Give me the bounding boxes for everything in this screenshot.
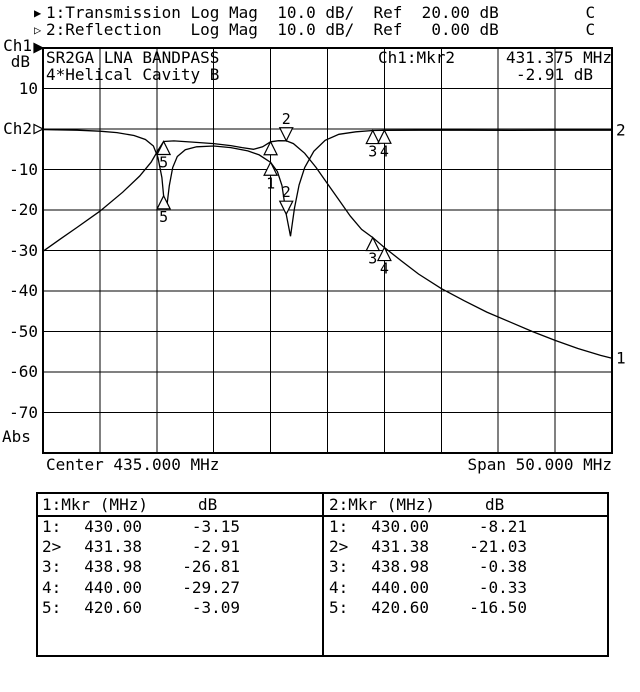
center-frequency-label: Center 435.000 MHz xyxy=(46,455,220,474)
table2-row3-marker-number: 3: xyxy=(329,557,349,577)
span-label: Span 50.000 MHz xyxy=(467,455,613,474)
marker-readout-freq: 431.375 MHz xyxy=(506,48,612,67)
table2-row1-db-value: -8.21 xyxy=(478,517,527,536)
table1-row5-marker-number: 5: xyxy=(42,597,62,617)
marker-5-label: 5 xyxy=(159,208,168,226)
table2-row5-frequency: 420.60 xyxy=(371,597,429,617)
marker-readout-label: Ch1:Mkr2 xyxy=(378,48,456,67)
ch2-axis-label: Ch2 xyxy=(3,119,32,138)
table1-row2-frequency: 431.38 xyxy=(84,537,142,557)
marker-5-trace-1 xyxy=(156,140,172,156)
trace-1-end-label: 1 xyxy=(616,349,626,368)
y-axis-tick-label: -10 xyxy=(9,160,38,179)
ch2-reference-arrow-icon xyxy=(33,123,45,135)
table1-row5-frequency: 420.60 xyxy=(84,597,142,617)
db-axis-label: dB xyxy=(10,52,30,71)
marker-5-trace-2 xyxy=(156,194,172,210)
trace1-definition: 1:Transmission Log Mag 10.0 dB/ Ref 20.0… xyxy=(46,3,596,22)
table2-db-header: dB xyxy=(485,495,505,514)
table1-header: 1:Mkr (MHz) xyxy=(42,495,148,514)
marker-3-trace-1 xyxy=(365,236,381,252)
table1-row3-marker-number: 3: xyxy=(42,557,62,577)
table2-row2-db-value: -21.03 xyxy=(469,537,527,557)
ch1-reference-arrow-icon xyxy=(33,42,45,54)
trace-1-line xyxy=(42,140,613,359)
table1-row4-marker-number: 4: xyxy=(42,577,62,597)
table2-row3-db-value: -0.38 xyxy=(478,557,527,577)
table2-row4-db-value: -0.33 xyxy=(478,577,527,597)
marker-3-label: 3 xyxy=(368,250,377,268)
marker-readout-value: -2.91 dB xyxy=(515,65,593,84)
table2-row5-marker-number: 5: xyxy=(329,597,349,617)
marker-3-trace-2 xyxy=(365,129,381,145)
table2-row1-frequency: 430.00 xyxy=(371,517,429,536)
title-line-2: 4*Helical Cavity B xyxy=(46,65,220,84)
trace1-active-icon: ▶ xyxy=(34,6,42,20)
trace-2-line xyxy=(42,128,612,237)
y-axis-tick-label: -60 xyxy=(9,362,38,381)
trace2-definition: 2:Reflection Log Mag 10.0 dB/ Ref 0.00 d… xyxy=(46,20,596,39)
table2-row2-marker-number: 2> xyxy=(329,537,349,557)
table1-row1-frequency: 430.00 xyxy=(84,517,142,536)
marker-5-label: 5 xyxy=(159,154,168,172)
table1-db-header: dB xyxy=(198,495,218,514)
y-axis-tick-label: -20 xyxy=(9,200,38,219)
marker-2-trace-2-active xyxy=(278,200,294,216)
marker-1-label: 1 xyxy=(266,174,275,192)
table2-row5-db-value: -16.50 xyxy=(469,597,527,617)
table1-row3-db-value: -26.81 xyxy=(182,557,240,577)
table2-row4-marker-number: 4: xyxy=(329,577,349,597)
table1-row5-db-value: -3.09 xyxy=(191,597,240,617)
table2-row3-frequency: 438.98 xyxy=(371,557,429,577)
marker-2-label: 2 xyxy=(282,183,291,201)
ch1-axis-label: Ch1 xyxy=(3,36,32,55)
y-axis-tick-label: -30 xyxy=(9,241,38,260)
table1-row2-marker-number: 2> xyxy=(42,537,62,557)
table2-header: 2:Mkr (MHz) xyxy=(329,495,435,514)
marker-1-trace-1 xyxy=(263,140,279,156)
marker-2-trace-1-active xyxy=(278,127,294,143)
analyzer-screen: { "header": { "trace1_bullet": "▶", "tra… xyxy=(2,3,626,657)
marker-4-trace-2 xyxy=(376,128,392,144)
marker-4-trace-1 xyxy=(376,246,392,262)
abs-axis-label: Abs xyxy=(2,427,31,446)
grid-border xyxy=(42,47,613,454)
table-divider xyxy=(322,494,324,655)
table1-row3-frequency: 438.98 xyxy=(84,557,142,577)
marker-1-trace-2 xyxy=(263,160,279,176)
trace-2-end-label: 2 xyxy=(616,121,626,140)
marker-2-label: 2 xyxy=(282,110,291,128)
table1-row1-marker-number: 1: xyxy=(42,517,62,536)
marker-4-label: 4 xyxy=(380,142,389,160)
table1-row2-db-value: -2.91 xyxy=(191,537,240,557)
table-header-rule xyxy=(38,515,607,517)
y-axis-tick-label: 10 xyxy=(18,79,38,98)
table2-row2-frequency: 431.38 xyxy=(371,537,429,557)
table2-row1-marker-number: 1: xyxy=(329,517,349,536)
title-line-1: SR2GA LNA BANDPASS xyxy=(46,48,220,67)
marker-table-box: 1:Mkr (MHz) dB 2:Mkr (MHz) dB 1: 430.00 -3… xyxy=(36,492,609,657)
marker-4-label: 4 xyxy=(380,260,389,278)
marker-3-label: 3 xyxy=(368,143,377,161)
trace2-active-icon: ▷ xyxy=(34,23,42,37)
table1-row4-db-value: -29.27 xyxy=(182,577,240,597)
y-axis-tick-label: -70 xyxy=(9,403,38,422)
table2-row4-frequency: 440.00 xyxy=(371,577,429,597)
table1-row4-frequency: 440.00 xyxy=(84,577,142,597)
y-axis-tick-label: -40 xyxy=(9,281,38,300)
table1-row1-db-value: -3.15 xyxy=(191,517,240,536)
y-axis-tick-label: -50 xyxy=(9,322,38,341)
